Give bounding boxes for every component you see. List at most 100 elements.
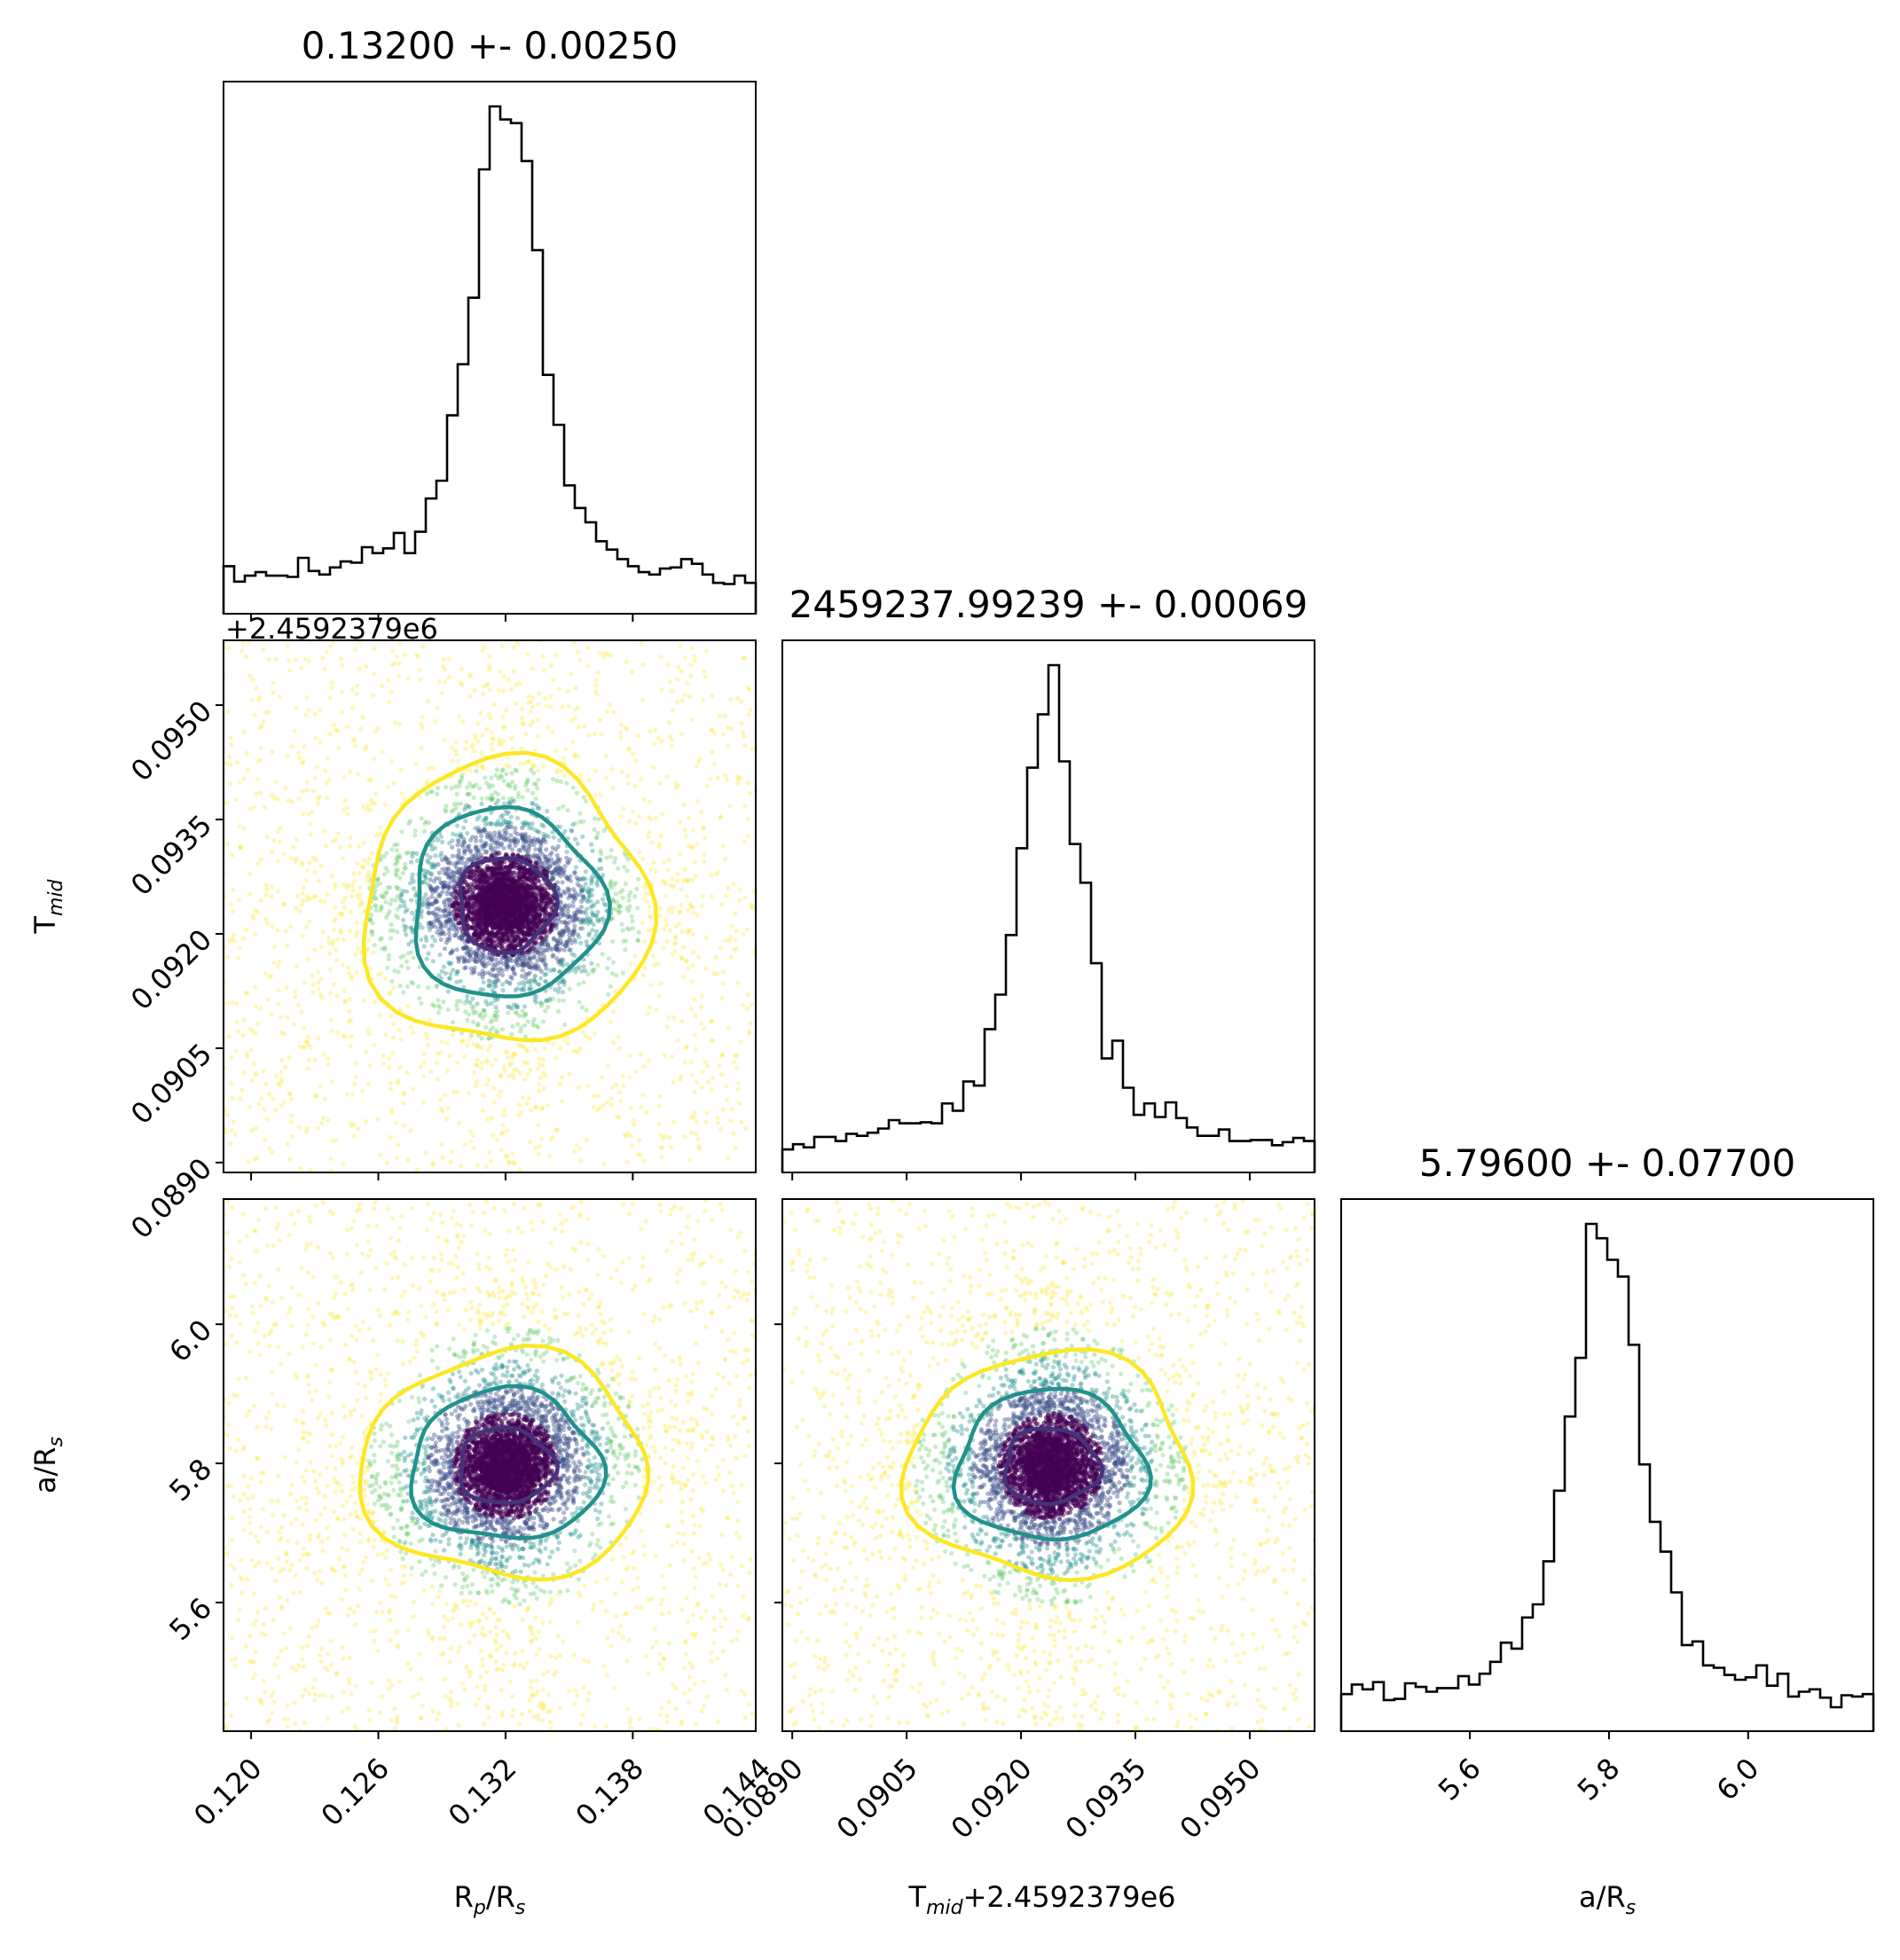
scatter-point	[519, 716, 525, 721]
scatter-point	[441, 1000, 446, 1005]
scatter-point	[305, 898, 310, 903]
scatter-point	[325, 1117, 331, 1123]
scatter-point	[313, 893, 318, 898]
scatter-point	[608, 854, 614, 859]
scatter-point	[620, 970, 626, 976]
scatter-point	[690, 1072, 695, 1078]
scatter-point	[264, 835, 270, 840]
scatter-point	[396, 661, 402, 666]
scatter-point	[483, 775, 488, 780]
scatter-point	[300, 934, 306, 939]
scatter-point	[436, 678, 442, 684]
scatter-point	[332, 919, 337, 924]
scatter-point	[504, 960, 509, 965]
scatter-point	[267, 1146, 272, 1151]
scatter-point	[379, 893, 384, 898]
scatter-point	[479, 833, 484, 839]
scatter-point	[457, 867, 462, 873]
scatter-point	[436, 870, 442, 875]
scatter-point	[255, 1021, 261, 1026]
scatter-point	[617, 904, 623, 909]
scatter-point	[467, 1037, 472, 1043]
scatter-point	[425, 858, 430, 863]
scatter-point	[445, 883, 451, 889]
scatter-point	[693, 1013, 698, 1018]
scatter-point	[624, 906, 630, 911]
scatter-point	[475, 1042, 481, 1047]
scatter-point	[481, 684, 486, 689]
scatter-point	[387, 1065, 392, 1070]
scatter-point	[734, 946, 740, 952]
scatter-point	[263, 804, 268, 810]
scatter-point	[540, 1062, 546, 1068]
scatter-point	[411, 879, 416, 884]
scatter-point	[403, 909, 408, 914]
scatter-point	[604, 855, 609, 860]
scatter-point	[742, 839, 748, 844]
scatter-point	[507, 796, 513, 802]
scatter-point	[620, 895, 625, 900]
scatter-point	[565, 914, 570, 920]
scatter-point	[333, 905, 338, 910]
scatter-point	[532, 906, 538, 912]
scatter-point	[704, 1110, 710, 1116]
scatter-point	[475, 849, 480, 854]
scatter-point	[497, 832, 502, 837]
scatter-point	[526, 694, 531, 699]
scatter-point	[688, 662, 694, 668]
scatter-point	[632, 1122, 637, 1127]
scatter-point	[538, 968, 545, 974]
scatter-point	[345, 885, 350, 890]
scatter-point	[576, 877, 581, 882]
scatter-point	[496, 968, 501, 973]
scatter-point	[556, 948, 561, 953]
scatter-point	[402, 904, 407, 909]
scatter-point	[561, 1038, 567, 1043]
scatter-point	[393, 867, 398, 873]
scatter-point	[414, 1167, 420, 1172]
scatter-point	[685, 893, 690, 899]
scatter-point	[506, 868, 511, 874]
scatter-point	[249, 1078, 255, 1083]
scatter-point	[529, 885, 534, 890]
scatter-point	[271, 960, 277, 966]
scatter-point	[741, 1003, 746, 1008]
scatter-point	[484, 726, 490, 733]
scatter-point	[656, 844, 662, 850]
scatter-point	[258, 857, 263, 862]
scatter-point	[340, 856, 345, 861]
scatter-point	[247, 891, 253, 898]
scatter-point	[538, 1136, 545, 1141]
scatter-point	[342, 895, 348, 901]
scatter-point	[436, 862, 441, 867]
scatter-point	[593, 929, 600, 934]
scatter-point	[608, 984, 614, 989]
scatter-point	[682, 1134, 687, 1140]
scatter-point	[703, 936, 709, 941]
scatter-point	[550, 776, 556, 782]
scatter-point	[520, 795, 525, 800]
scatter-point	[432, 919, 437, 924]
scatter-point	[555, 864, 561, 869]
scatter-point	[396, 673, 402, 678]
scatter-point	[569, 940, 575, 945]
scatter-point	[581, 885, 586, 890]
scatter-point	[335, 831, 341, 836]
scatter-point	[567, 986, 572, 992]
scatter-point	[448, 971, 453, 976]
scatter-point	[375, 725, 381, 731]
scatter-point	[669, 688, 675, 694]
scatter-point	[412, 893, 419, 898]
scatter-point	[522, 1023, 528, 1028]
scatter-point	[562, 1022, 568, 1028]
scatter-point	[275, 889, 280, 894]
scatter-point	[486, 711, 491, 717]
scatter-point	[702, 1026, 707, 1031]
scatter-point	[429, 902, 435, 907]
scatter-point	[382, 803, 388, 808]
scatter-point	[448, 891, 453, 897]
scatter-point	[519, 746, 525, 751]
scatter-point	[311, 855, 317, 860]
scatter-point	[606, 956, 612, 961]
scatter-point	[316, 801, 321, 806]
